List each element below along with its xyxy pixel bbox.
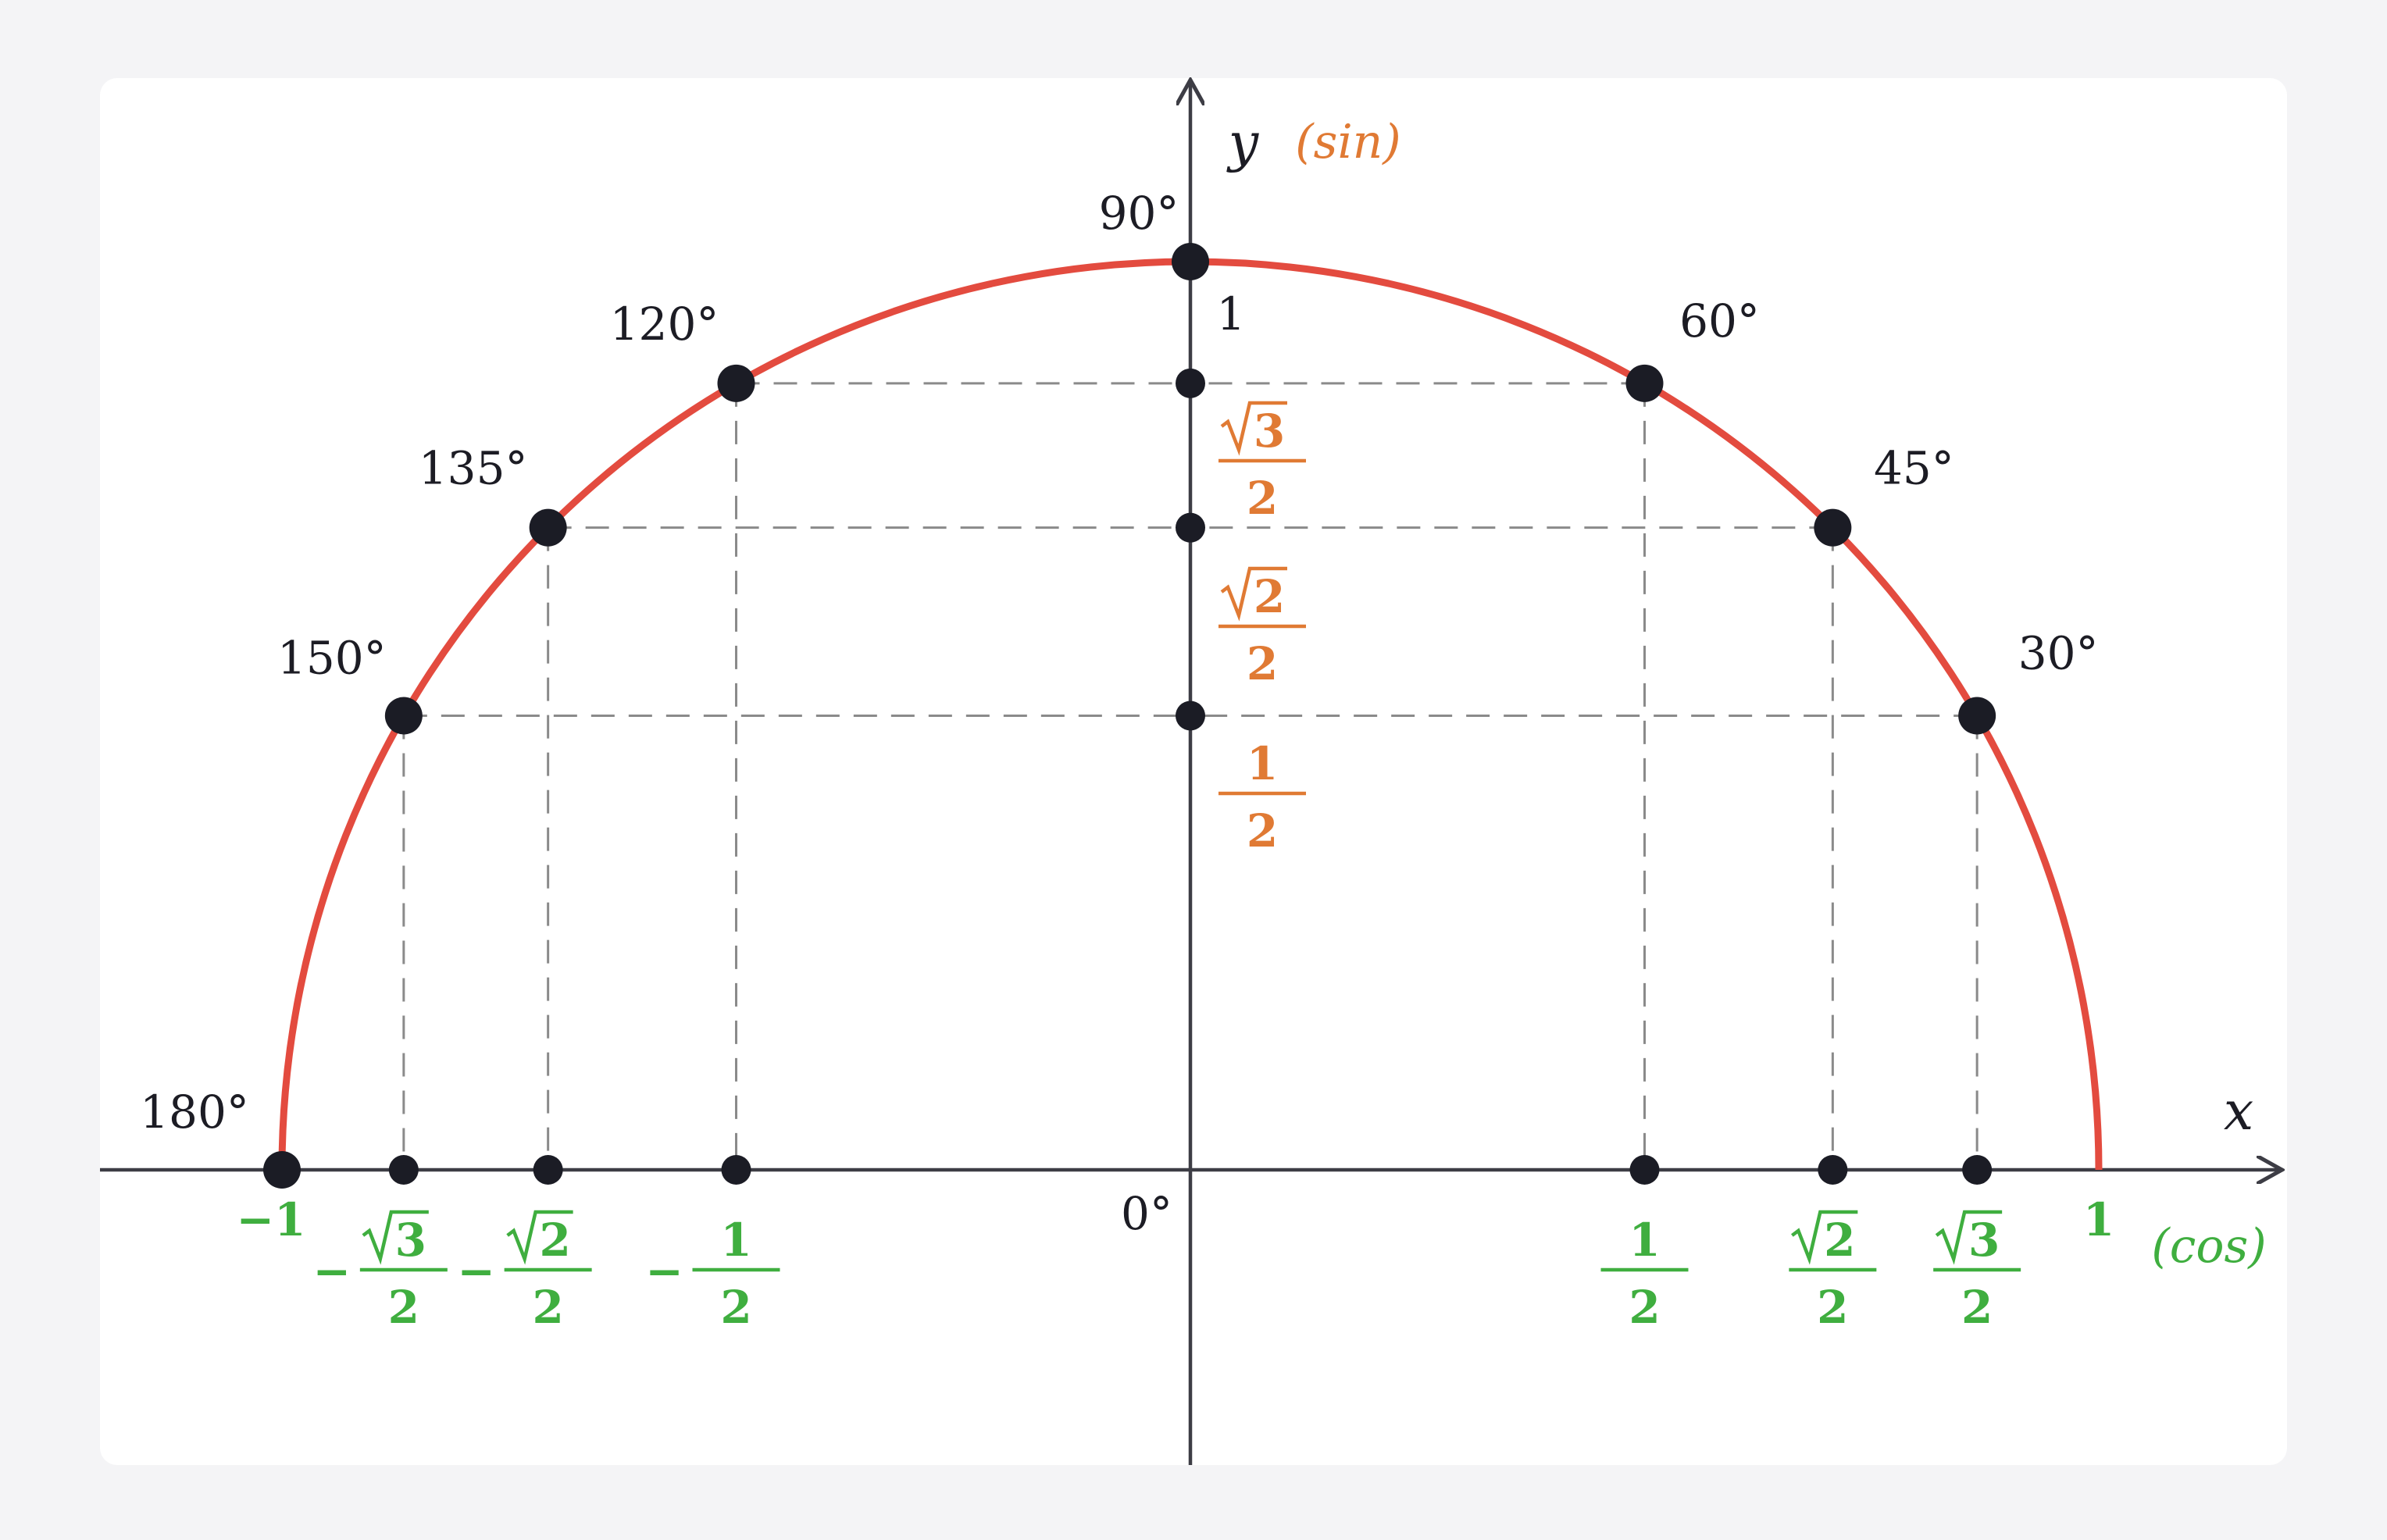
points: [263, 243, 1996, 1189]
axes: [100, 83, 2279, 1465]
sin-axis-label: (sin): [1295, 115, 1400, 169]
fraction-minus: −: [457, 1245, 495, 1298]
radical-sign: [1791, 1210, 1858, 1265]
guide-lines: [402, 382, 1978, 1170]
fraction-radicand: 3: [1968, 1214, 2000, 1267]
y-one-label: 1: [1217, 287, 1246, 340]
angle-point-30: [1958, 697, 1996, 735]
angle-label-45: 45°: [1874, 442, 1954, 495]
sin-projection-dot: [1176, 368, 1205, 398]
cos-tick-label: −1: [237, 1193, 306, 1246]
diagram-card: [100, 78, 2287, 1465]
cos-tick-fraction: 12: [1600, 1214, 1689, 1334]
fraction-radicand: 2: [1824, 1214, 1855, 1267]
sin-tick-fraction: 32: [1218, 401, 1306, 525]
fraction-denominator: 2: [720, 1281, 751, 1334]
fraction-denominator: 2: [532, 1281, 563, 1334]
cos-projection-dot: [1818, 1155, 1848, 1185]
fraction-denominator: 2: [1961, 1281, 1993, 1334]
fraction-denominator: 2: [1247, 804, 1278, 857]
angle-label-150: 150°: [277, 632, 387, 685]
sin-tick-fraction: 12: [1218, 737, 1306, 857]
sin-projection-dot: [1176, 700, 1205, 731]
angle-point-90: [1172, 243, 1209, 280]
cos-tick-fraction: 32: [1933, 1210, 2021, 1334]
angle-label-90: 90°: [1099, 187, 1179, 240]
sin-projection-dot: [1176, 512, 1205, 543]
cos-tick-label: 1: [2083, 1193, 2114, 1246]
cos-tick-fraction: 2 2−: [457, 1210, 592, 1334]
y-axis-label: y: [1226, 112, 1260, 174]
angle-label-60: 60°: [1679, 294, 1760, 348]
cos-projection-dot: [1962, 1155, 1993, 1185]
radical-sign: [1220, 566, 1287, 622]
fraction-minus: −: [313, 1245, 351, 1298]
origin-label: 0°: [1121, 1187, 1172, 1240]
fraction-radicand: 2: [539, 1214, 570, 1267]
radical-sign: [1220, 401, 1287, 456]
radical-sign: [362, 1210, 429, 1265]
radical-sign: [506, 1210, 573, 1265]
fraction-denominator: 2: [1629, 1281, 1660, 1334]
angle-label-120: 120°: [610, 298, 719, 351]
fraction-numerator: 1: [1629, 1214, 1660, 1267]
cos-projection-dot: [388, 1155, 419, 1185]
fraction-denominator: 2: [388, 1281, 419, 1334]
x-axis-label: x: [2224, 1081, 2253, 1143]
fraction-radicand: 3: [395, 1214, 426, 1267]
radical-sign: [1935, 1210, 2003, 1265]
fraction-denominator: 2: [1817, 1281, 1848, 1334]
cos-axis-label: (cos): [2151, 1219, 2266, 1274]
fraction-radicand: 2: [1254, 570, 1285, 623]
angle-point-45: [1814, 508, 1852, 547]
angle-point-180: [263, 1151, 301, 1189]
cos-tick-fraction: 22: [1789, 1210, 1877, 1334]
angle-point-120: [717, 364, 755, 402]
angle-point-135: [529, 508, 567, 547]
fraction-denominator: 2: [1247, 472, 1278, 525]
cos-projection-dot: [533, 1155, 563, 1185]
labels: 30°45°60°90°120°135°150°180° xy (sin)(cos)…: [140, 112, 2267, 1334]
cos-projection-dot: [721, 1155, 751, 1185]
angle-point-150: [384, 697, 423, 735]
angle-label-180: 180°: [140, 1085, 249, 1139]
angle-point-60: [1625, 364, 1664, 402]
fraction-numerator: 1: [720, 1214, 751, 1267]
fraction-numerator: 1: [1247, 737, 1278, 790]
fraction-radicand: 3: [1254, 405, 1285, 458]
angle-label-135: 135°: [419, 442, 528, 495]
cos-tick-fraction: 3 2−: [313, 1210, 448, 1334]
cos-tick-fraction: 1 2−: [645, 1214, 780, 1334]
cos-projection-dot: [1629, 1155, 1660, 1185]
angle-label-30: 30°: [2018, 627, 2099, 680]
fraction-denominator: 2: [1247, 637, 1278, 690]
sin-tick-fraction: 22: [1218, 566, 1306, 690]
fraction-minus: −: [645, 1245, 683, 1298]
